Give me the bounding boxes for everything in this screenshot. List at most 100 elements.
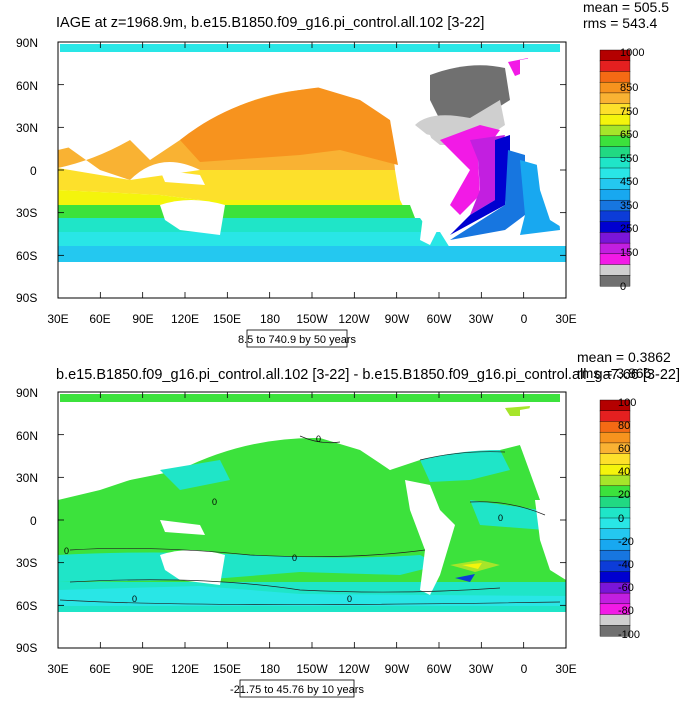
colorbar-label: 350 bbox=[620, 200, 638, 212]
x-tick-label: 120W bbox=[338, 662, 370, 676]
ocean-region bbox=[60, 394, 560, 402]
map-field bbox=[58, 44, 566, 298]
y-tick-label: 90N bbox=[16, 386, 38, 400]
ocean-region bbox=[58, 586, 566, 606]
ocean-region bbox=[450, 135, 510, 235]
difference-map-panel: b.e15.B1850.f09_g16.pi_control.all.102 [… bbox=[0, 349, 700, 700]
contour-label: 0 bbox=[292, 553, 297, 563]
land-mask bbox=[160, 200, 225, 235]
colorbar bbox=[599, 399, 631, 637]
rms-stat: rms = 543.4 bbox=[583, 15, 658, 31]
colorbar-label: -60 bbox=[618, 582, 634, 594]
colorbar-label: 100 bbox=[618, 397, 636, 409]
chart-title: IAGE at z=1968.9m, b.e15.B1850.f09_g16.p… bbox=[56, 15, 484, 31]
ocean-region bbox=[160, 460, 230, 490]
x-tick-label: 90W bbox=[385, 312, 410, 326]
x-tick-label: 150W bbox=[296, 662, 328, 676]
ocean-region bbox=[420, 450, 510, 482]
ocean-region bbox=[58, 205, 415, 220]
y-tick-label: 0 bbox=[30, 514, 37, 528]
colorbar-swatch bbox=[599, 592, 631, 605]
colorbar-label: 750 bbox=[620, 106, 638, 118]
y-tick-label: 60S bbox=[16, 249, 37, 263]
colorbar-swatch bbox=[599, 571, 631, 583]
difference-map-svg: b.e15.B1850.f09_g16.pi_control.all.102 [… bbox=[16, 349, 680, 698]
x-tick-label: 150W bbox=[296, 312, 328, 326]
range-note: 8.5 to 740.9 by 50 years bbox=[238, 334, 357, 346]
x-tick-label: 120E bbox=[171, 662, 199, 676]
x-tick-label: 180 bbox=[260, 312, 280, 326]
axis-ticks bbox=[57, 41, 567, 299]
y-tick-label: 60N bbox=[16, 429, 38, 443]
x-tick-label: 30W bbox=[469, 312, 494, 326]
land-mask bbox=[520, 52, 566, 140]
ocean-region bbox=[450, 150, 525, 240]
y-tick-label: 30S bbox=[16, 556, 37, 570]
x-tick-label: 60W bbox=[427, 662, 452, 676]
y-tick-label: 30S bbox=[16, 206, 37, 220]
colorbar-swatch bbox=[599, 517, 631, 530]
y-tick-label: 30N bbox=[16, 471, 38, 485]
colorbar-label: 850 bbox=[620, 82, 638, 94]
y-tick-label: 0 bbox=[30, 164, 37, 178]
colorbar-label: 80 bbox=[618, 420, 630, 432]
x-tick-label: 120E bbox=[171, 312, 199, 326]
x-tick-label: 0 bbox=[521, 312, 528, 326]
land-mask bbox=[160, 170, 205, 185]
colorbar-label: 450 bbox=[620, 176, 638, 188]
x-tick-label: 30W bbox=[469, 662, 494, 676]
colorbar-swatch bbox=[599, 71, 631, 83]
axis-ticks bbox=[57, 391, 567, 649]
ocean-region bbox=[58, 232, 450, 248]
mean-stat: mean = 0.3862 bbox=[577, 350, 671, 365]
ocean-region bbox=[470, 500, 545, 530]
y-tick-label: 90N bbox=[16, 36, 38, 50]
colorbar-swatch bbox=[599, 431, 631, 444]
colorbar-label: -20 bbox=[618, 536, 634, 548]
land-mask bbox=[58, 262, 566, 298]
y-tick-label: 30N bbox=[16, 121, 38, 135]
x-tick-label: 180 bbox=[260, 662, 280, 676]
colorbar-label: 550 bbox=[620, 153, 638, 165]
x-tick-label: 90W bbox=[385, 662, 410, 676]
map-field bbox=[58, 394, 566, 648]
contour-label: 0 bbox=[316, 434, 321, 444]
y-tick-label: 90S bbox=[16, 641, 37, 655]
x-tick-label: 150E bbox=[213, 662, 241, 676]
land-mask bbox=[405, 130, 455, 245]
ocean-region bbox=[58, 218, 430, 232]
colorbar-label: 0 bbox=[620, 281, 626, 293]
x-tick-label: 30E bbox=[555, 662, 576, 676]
land-mask bbox=[58, 52, 430, 150]
colorbar-swatch bbox=[599, 60, 631, 72]
x-tick-label: 30E bbox=[47, 312, 68, 326]
y-tick-label: 60N bbox=[16, 79, 38, 93]
ocean-region bbox=[58, 168, 400, 200]
zero-contours bbox=[59, 435, 561, 605]
colorbar-label: 20 bbox=[618, 489, 630, 501]
land-mask bbox=[535, 150, 566, 230]
colorbar-label: 40 bbox=[618, 466, 630, 478]
land-mask bbox=[160, 550, 225, 585]
colorbar-label: 60 bbox=[618, 443, 630, 455]
contour-label: 0 bbox=[347, 594, 352, 604]
colorbar-swatch bbox=[599, 453, 631, 465]
land-mask bbox=[535, 500, 566, 580]
y-tick-label: 60S bbox=[16, 599, 37, 613]
colorbar-label: 250 bbox=[620, 223, 638, 235]
land-mask bbox=[58, 402, 430, 500]
x-tick-label: 60W bbox=[427, 312, 452, 326]
iage-map-panel: IAGE at z=1968.9m, b.e15.B1850.f09_g16.p… bbox=[0, 0, 700, 350]
colorbar-swatch bbox=[599, 210, 631, 223]
rms-stat: rms = 3.866 bbox=[577, 365, 652, 381]
ocean-region bbox=[60, 44, 560, 52]
contour-label: 0 bbox=[132, 594, 137, 604]
contour-label: 0 bbox=[64, 546, 69, 556]
x-tick-label: 90E bbox=[132, 312, 153, 326]
y-tick-label: 90S bbox=[16, 291, 37, 305]
colorbar-label: -80 bbox=[618, 605, 634, 617]
colorbar-swatch bbox=[599, 275, 631, 287]
colorbar-swatch bbox=[599, 625, 631, 637]
colorbar-label: -100 bbox=[618, 629, 640, 641]
x-tick-label: 30E bbox=[555, 312, 576, 326]
